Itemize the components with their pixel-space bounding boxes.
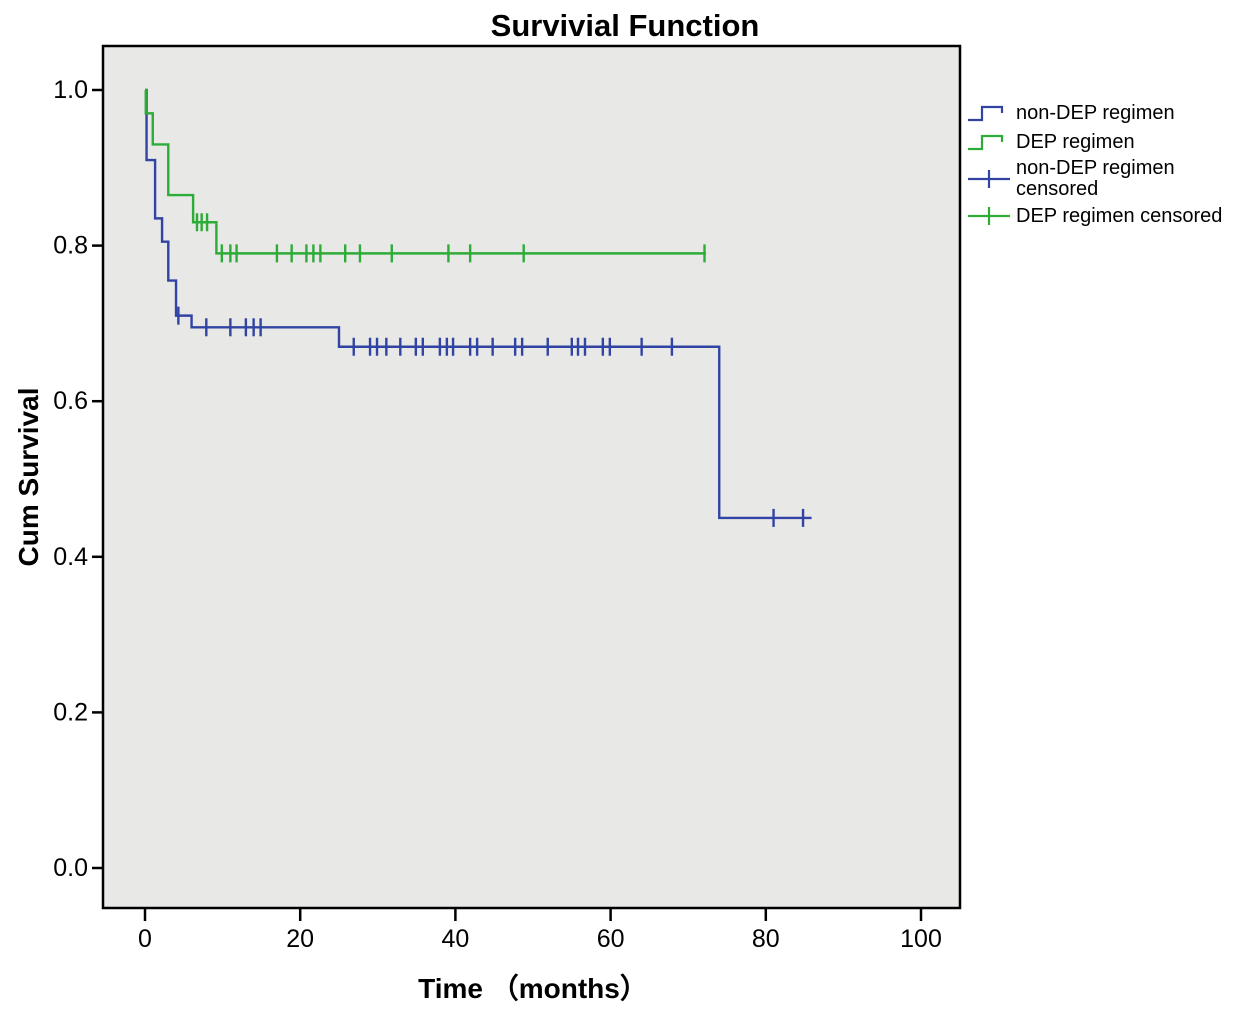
step-line-icon	[968, 134, 1004, 151]
x-tick-label: 60	[597, 925, 625, 953]
x-tick-label: 0	[138, 925, 152, 953]
legend-label: non-DEP regimen censored	[1016, 157, 1175, 200]
x-tick-label: 40	[441, 925, 469, 953]
legend-item-dep: DEP regimen	[966, 129, 1250, 155]
chart-title: Survivial Function	[491, 8, 760, 43]
survival-curves	[144, 88, 812, 527]
y-tick-label: 0.2	[53, 698, 88, 726]
plot-area	[101, 44, 962, 910]
legend-item-non-dep: non-DEP regimen	[966, 100, 1250, 126]
legend-label: DEP regimen	[1016, 130, 1135, 153]
censor-cross-icon	[968, 170, 1010, 188]
legend-label: non-DEP regimen	[1016, 101, 1175, 124]
legend-label: DEP regimen censored	[1016, 204, 1223, 227]
survival-curve-non-dep-regimen	[145, 88, 812, 520]
censor-cross-icon	[968, 207, 1010, 225]
y-tick-label: 0.6	[53, 387, 88, 415]
survival-curve-dep-regimen	[144, 88, 707, 255]
y-tick-label: 1.0	[53, 76, 88, 104]
x-tick-label: 20	[286, 925, 314, 953]
legend-item-dep-censored: DEP regimen censored	[966, 203, 1250, 229]
y-axis-ticks: 0.0 0.2 0.4 0.6 0.8 1.0	[53, 76, 103, 882]
legend: non-DEP regimen DEP regimen non-DEP regi…	[966, 100, 1250, 232]
y-axis-label: Cum Survival	[13, 388, 44, 567]
x-axis-label: Time （months）	[418, 972, 648, 1004]
y-tick-label: 0.0	[53, 854, 88, 882]
legend-item-non-dep-censored: non-DEP regimen censored	[966, 158, 1250, 200]
x-tick-label: 80	[752, 925, 780, 953]
y-tick-label: 0.8	[53, 232, 88, 260]
y-tick-label: 0.4	[53, 543, 88, 571]
step-line-icon	[968, 105, 1004, 122]
x-axis-ticks: 0 20 40 60 80 100	[138, 908, 942, 953]
x-tick-label: 100	[900, 925, 942, 953]
